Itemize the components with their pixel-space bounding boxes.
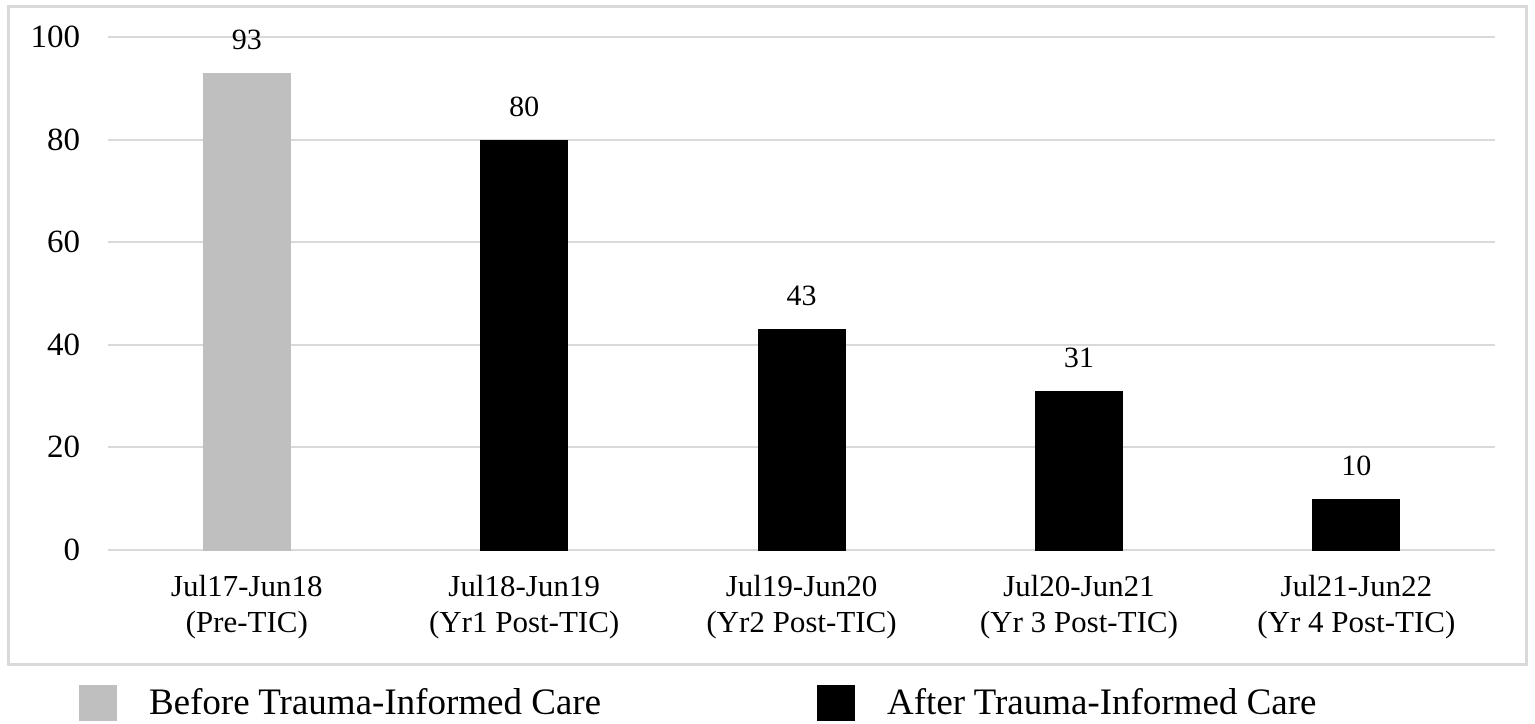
y-axis-tick-label: 20 <box>47 429 80 466</box>
y-axis-tick-label: 60 <box>47 224 80 261</box>
category-label-period: Jul18-Jun19 <box>448 568 600 603</box>
category-label-phase: (Yr 4 Post-TIC) <box>1257 604 1456 639</box>
legend-label: Before Trauma-Informed Care <box>149 682 602 723</box>
y-axis-tick-label: 80 <box>47 121 80 158</box>
bar-after <box>1034 390 1123 551</box>
category-label: Jul18-Jun19 (Yr1 Post-TIC) <box>374 568 674 640</box>
bar-before <box>202 72 291 551</box>
category-label-period: Jul17-Jun18 <box>170 568 323 603</box>
bar-after <box>757 329 846 551</box>
bar-value-label: 93 <box>231 22 262 56</box>
category-label: Jul17-Jun18 (Pre-TIC) <box>97 568 397 640</box>
y-axis-tick-label: 40 <box>47 326 80 363</box>
legend-swatch-icon <box>79 685 117 721</box>
category-label: Jul21-Jun22 (Yr 4 Post-TIC) <box>1206 568 1506 640</box>
category-label-phase: (Yr2 Post-TIC) <box>706 604 897 639</box>
gridline-y-60 <box>108 241 1495 244</box>
category-label-period: Jul19-Jun20 <box>725 568 878 603</box>
category-label-phase: (Yr 3 Post-TIC) <box>979 604 1178 639</box>
bar-value-label: 10 <box>1341 448 1372 482</box>
bar-after <box>1312 498 1401 551</box>
bar-value-label: 80 <box>509 89 540 123</box>
bar-after <box>480 139 569 551</box>
category-label: Jul19-Jun20 (Yr2 Post-TIC) <box>652 568 952 640</box>
legend-swatch-icon <box>817 685 855 721</box>
y-axis-tick-label: 100 <box>30 19 81 55</box>
legend-label: After Trauma-Informed Care <box>887 682 1317 723</box>
category-label-period: Jul21-Jun22 <box>1280 568 1433 603</box>
bar-value-label: 43 <box>786 279 817 313</box>
bar-value-label: 31 <box>1063 340 1094 374</box>
y-axis-tick-label: 0 <box>63 532 81 568</box>
gridline-y-80 <box>108 138 1495 141</box>
category-label-phase: (Pre-TIC) <box>185 604 308 639</box>
chart-frame <box>7 5 1528 666</box>
legend-item: Before Trauma-Informed Care <box>79 682 601 724</box>
gridline-y-100 <box>108 36 1495 38</box>
legend-item: After Trauma-Informed Care <box>817 682 1316 724</box>
category-label-period: Jul20-Jun21 <box>1003 568 1155 603</box>
category-label: Jul20-Jun21 (Yr 3 Post-TIC) <box>929 568 1229 640</box>
category-label-phase: (Yr1 Post-TIC) <box>428 604 620 639</box>
